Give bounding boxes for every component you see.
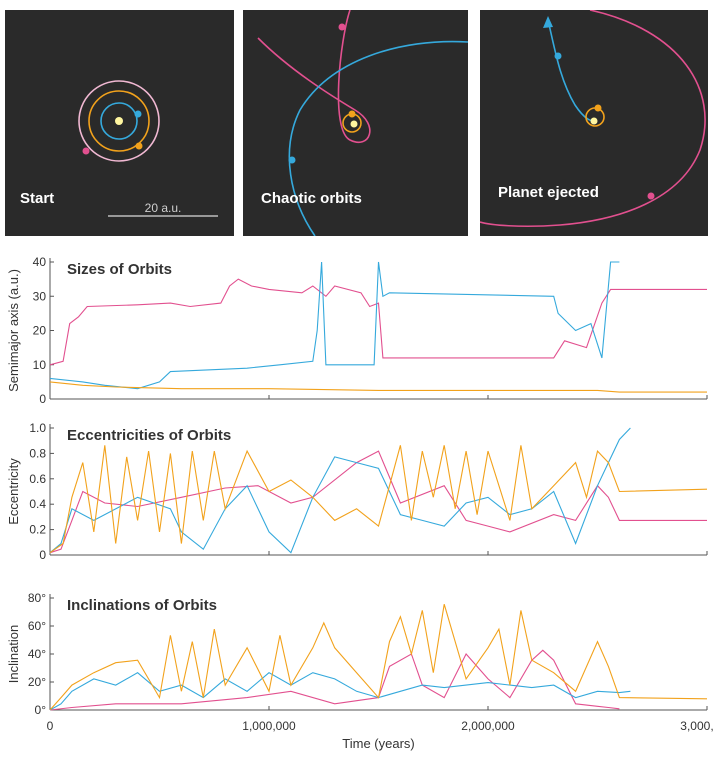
y-tick-label: 0.2 — [29, 523, 46, 537]
orbit-blue — [288, 40, 468, 236]
panel-start: Start 20 a.u. — [5, 10, 234, 236]
y-tick-label: 0° — [35, 703, 47, 717]
scale-label: 20 a.u. — [145, 201, 182, 215]
planet-blue — [134, 110, 142, 118]
x-tick-label: 2,000,000 — [461, 719, 515, 733]
panel-label-chaotic: Chaotic orbits — [261, 190, 362, 207]
y-tick-label: 0 — [39, 548, 46, 562]
y-tick-label: 0.4 — [29, 497, 46, 511]
planet-pink — [647, 192, 655, 200]
series-line-pink — [49, 649, 620, 711]
y-tick-label: 0 — [39, 392, 46, 406]
planet-orange — [594, 104, 602, 112]
series-line-orange — [49, 604, 708, 711]
y-tick-label: 40 — [33, 255, 47, 269]
star-icon — [350, 120, 358, 128]
orbit-pink — [78, 80, 160, 162]
series-line-blue — [49, 672, 631, 711]
planet-blue — [288, 156, 296, 164]
panel-label-ejected: Planet ejected — [498, 184, 599, 201]
y-tick-label: 30 — [33, 289, 47, 303]
panel-label-start: Start — [20, 190, 54, 207]
star-icon — [115, 117, 123, 125]
y-tick-label: 20° — [28, 675, 46, 689]
y-tick-label: 60° — [28, 619, 46, 633]
chart-2: 0° 20° 40° 60° 80° Inclinations of Orbits Incl… — [6, 591, 714, 751]
y-tick-label: 0.6 — [29, 472, 46, 486]
y-tick-label: 40° — [28, 647, 46, 661]
x-tick-label: 0 — [47, 719, 54, 733]
panel-chaotic: Chaotic orbits — [243, 10, 468, 236]
chart-title: Inclinations of Orbits — [67, 597, 217, 614]
y-tick-label: 80° — [28, 591, 46, 605]
series-line-orange — [49, 445, 708, 554]
series-line-pink — [49, 278, 707, 366]
charts: 0 10 20 30 40 Sizes of Orbits Semimajor axis (… — [6, 255, 714, 751]
orbit-pink — [257, 10, 371, 143]
series-line-blue — [49, 427, 631, 554]
y-tick-label: 0.8 — [29, 446, 46, 460]
y-tick-label: 20 — [33, 324, 47, 338]
chart-title: Sizes of Orbits — [67, 261, 172, 278]
y-axis-label: Inclination — [6, 625, 21, 684]
chart-0: 0 10 20 30 40 Sizes of Orbits Semimajor axis (… — [6, 255, 708, 406]
planet-pink — [82, 147, 90, 155]
x-tick-label: 3,000,000 — [680, 719, 714, 733]
orbit-orange — [88, 90, 150, 152]
planet-orange — [348, 110, 356, 118]
y-axis-label: Semimajor axis (a.u.) — [6, 269, 21, 392]
planet-blue — [554, 52, 562, 60]
chart-title: Eccentricities of Orbits — [67, 427, 231, 444]
orbit-pink — [480, 10, 706, 228]
planet-pink — [338, 23, 346, 31]
y-tick-label: 10 — [33, 358, 47, 372]
x-tick-label: 1,000,000 — [242, 719, 296, 733]
x-axis-label: Time (years) — [342, 736, 414, 751]
y-tick-label: 1.0 — [29, 421, 46, 435]
y-axis-label: Eccentricity — [6, 458, 21, 525]
orbit-blue — [100, 102, 138, 140]
arrow-icon — [543, 16, 553, 28]
planet-orange — [135, 142, 143, 150]
panel-ejected: Planet ejected — [480, 10, 708, 236]
series-line-pink — [49, 450, 707, 554]
star-icon — [590, 117, 598, 125]
series-line-orange — [49, 381, 707, 393]
chart-1: 0 0.2 0.4 0.6 0.8 1.0 Eccentricities of Orbits… — [6, 421, 708, 562]
series-line-blue — [49, 261, 620, 390]
